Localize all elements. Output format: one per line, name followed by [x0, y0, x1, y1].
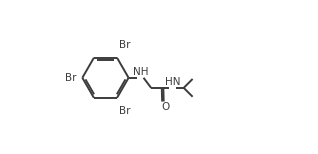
Text: Br: Br [65, 73, 76, 83]
Text: HN: HN [165, 77, 180, 87]
Text: NH: NH [133, 67, 148, 77]
Text: Br: Br [119, 40, 131, 50]
Text: Br: Br [119, 105, 131, 116]
Text: O: O [161, 102, 169, 112]
